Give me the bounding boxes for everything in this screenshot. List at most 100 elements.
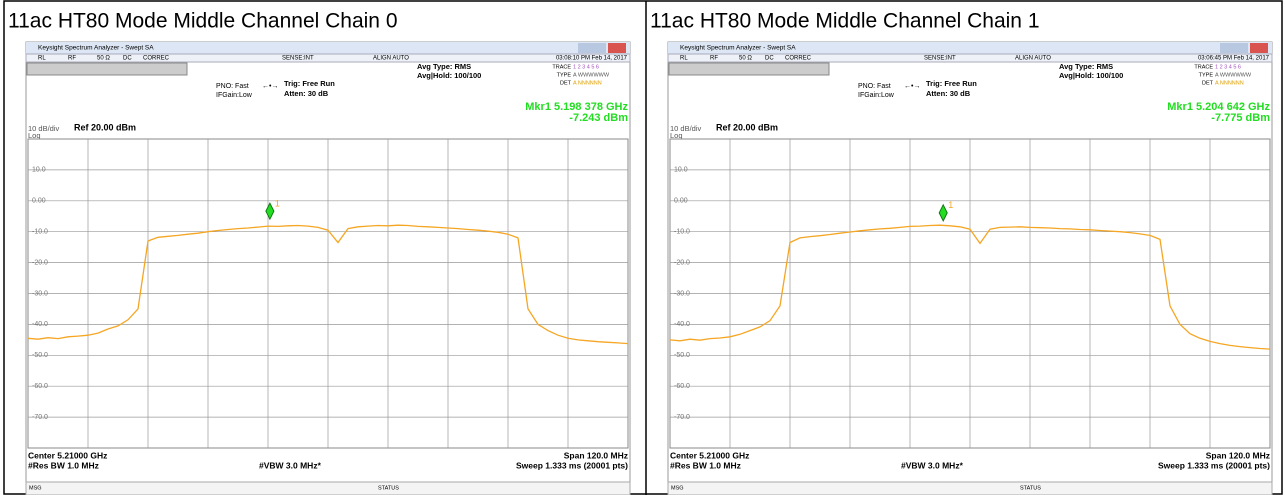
close-button xyxy=(1250,43,1268,53)
ifgain: IFGain:Low xyxy=(216,92,253,99)
res-bw: #Res BW 1.0 MHz xyxy=(28,460,99,470)
trig: Trig: Free Run xyxy=(926,79,977,88)
panel-heading: 11ac HT80 Mode Middle Channel Chain 0 xyxy=(8,10,398,33)
y-tick-label: 10.0 xyxy=(674,167,688,174)
marker-number: 1 xyxy=(948,200,953,210)
trace-label: TYPE xyxy=(557,72,572,78)
y-tick-label: -10.0 xyxy=(674,229,690,236)
marker-number: 1 xyxy=(275,199,280,209)
pno: PNO: Fast xyxy=(858,83,891,90)
trace-value: A NNNNNN xyxy=(573,80,602,86)
marker-frequency: Mkr1 5.204 642 GHz xyxy=(1167,101,1270,113)
status-bar xyxy=(667,53,1273,63)
vbw: #VBW 3.0 MHz* xyxy=(901,460,964,470)
ifgain: IFGain:Low xyxy=(858,92,895,99)
status-item: DC xyxy=(765,56,774,62)
input-box xyxy=(26,62,188,76)
status-item: RF xyxy=(710,56,718,62)
trace-value: 1 2 3 4 5 6 xyxy=(1215,64,1241,70)
pno: PNO: Fast xyxy=(216,83,249,90)
y-tick-label: -10.0 xyxy=(32,229,48,236)
title-bar xyxy=(26,42,630,54)
y-tick-label: -50.0 xyxy=(674,352,690,359)
y-tick-label: 0.00 xyxy=(674,198,688,205)
status-item: DC xyxy=(123,56,132,62)
status-bar xyxy=(25,53,631,63)
marker-level: -7.775 dBm xyxy=(1211,112,1270,124)
avg-type: Avg Type: RMS xyxy=(417,62,471,71)
arrow: ←•→ xyxy=(262,83,278,90)
trace xyxy=(669,224,1271,350)
center: Center 5.21000 GHz xyxy=(28,450,107,460)
min-button xyxy=(1220,43,1248,53)
ref-level: Ref 20.00 dBm xyxy=(716,122,778,132)
arrow: ←•→ xyxy=(904,83,920,90)
status-item: CORREC xyxy=(143,56,170,62)
status: STATUS xyxy=(378,485,399,491)
span: Span 120.0 MHz xyxy=(564,450,628,460)
status-item: SENSE:INT xyxy=(924,56,956,62)
y-tick-label: 0.00 xyxy=(32,198,46,205)
trace-label: DET xyxy=(1202,80,1214,86)
trig: Trig: Free Run xyxy=(284,79,335,88)
msg-bar xyxy=(667,481,1273,495)
panel-heading: 11ac HT80 Mode Middle Channel Chain 1 xyxy=(650,10,1040,33)
y-tick-label: -50.0 xyxy=(32,352,48,359)
trace-label: DET xyxy=(560,80,572,86)
trace-value: A WWWWWW xyxy=(573,72,610,78)
scale-type: Log xyxy=(28,131,41,140)
status-item: SENSE:INT xyxy=(282,56,314,62)
msg: MSG xyxy=(671,485,684,491)
status-item: ALIGN AUTO xyxy=(373,56,409,62)
res-bw: #Res BW 1.0 MHz xyxy=(670,460,741,470)
status-item: RL xyxy=(38,56,46,62)
span: Span 120.0 MHz xyxy=(1206,450,1270,460)
marker xyxy=(265,202,275,221)
window-title: Keysight Spectrum Analyzer - Swept SA xyxy=(38,45,154,52)
marker-level: -7.243 dBm xyxy=(569,112,628,124)
atten: Atten: 30 dB xyxy=(284,89,329,98)
status-item: RL xyxy=(680,56,688,62)
avg-type: Avg Type: RMS xyxy=(1059,62,1113,71)
y-tick-label: -40.0 xyxy=(674,321,690,328)
status-item: 03:08:10 PM Feb 14, 2017 xyxy=(556,56,628,62)
marker xyxy=(938,203,948,222)
y-tick-label: 10.0 xyxy=(32,167,46,174)
sweep: Sweep 1.333 ms (20001 pts) xyxy=(516,460,628,470)
scale-type: Log xyxy=(670,131,683,140)
y-tick-label: -30.0 xyxy=(32,290,48,297)
y-tick-label: -30.0 xyxy=(674,290,690,297)
msg: MSG xyxy=(29,485,42,491)
window-title: Keysight Spectrum Analyzer - Swept SA xyxy=(680,45,796,52)
vbw: #VBW 3.0 MHz* xyxy=(259,460,322,470)
table-border xyxy=(3,0,1283,495)
trace-label: TYPE xyxy=(1199,72,1214,78)
status-item: 50 Ω xyxy=(739,56,752,62)
status: STATUS xyxy=(1020,485,1041,491)
y-tick-label: -70.0 xyxy=(32,414,48,421)
y-tick-label: -20.0 xyxy=(32,259,48,266)
ref-level: Ref 20.00 dBm xyxy=(74,122,136,132)
input-box xyxy=(668,62,830,76)
trace-value: A NNNNNN xyxy=(1215,80,1244,86)
avg-hold: Avg|Hold: 100/100 xyxy=(1059,71,1123,80)
scale: 10 dB/div xyxy=(670,124,702,133)
title-bar xyxy=(668,42,1272,54)
avg-hold: Avg|Hold: 100/100 xyxy=(417,71,481,80)
marker-frequency: Mkr1 5.198 378 GHz xyxy=(525,101,628,113)
trace xyxy=(27,224,629,345)
atten: Atten: 30 dB xyxy=(926,89,971,98)
status-item: ALIGN AUTO xyxy=(1015,56,1051,62)
scale: 10 dB/div xyxy=(28,124,60,133)
y-tick-label: -60.0 xyxy=(32,383,48,390)
trace-label: TRACE xyxy=(552,64,571,70)
y-tick-label: -70.0 xyxy=(674,414,690,421)
y-tick-label: -20.0 xyxy=(674,259,690,266)
min-button xyxy=(578,43,606,53)
center: Center 5.21000 GHz xyxy=(670,450,749,460)
trace-label: TRACE xyxy=(1194,64,1213,70)
msg-bar xyxy=(25,481,631,495)
sweep: Sweep 1.333 ms (20001 pts) xyxy=(1158,460,1270,470)
trace-value: 1 2 3 4 5 6 xyxy=(573,64,599,70)
